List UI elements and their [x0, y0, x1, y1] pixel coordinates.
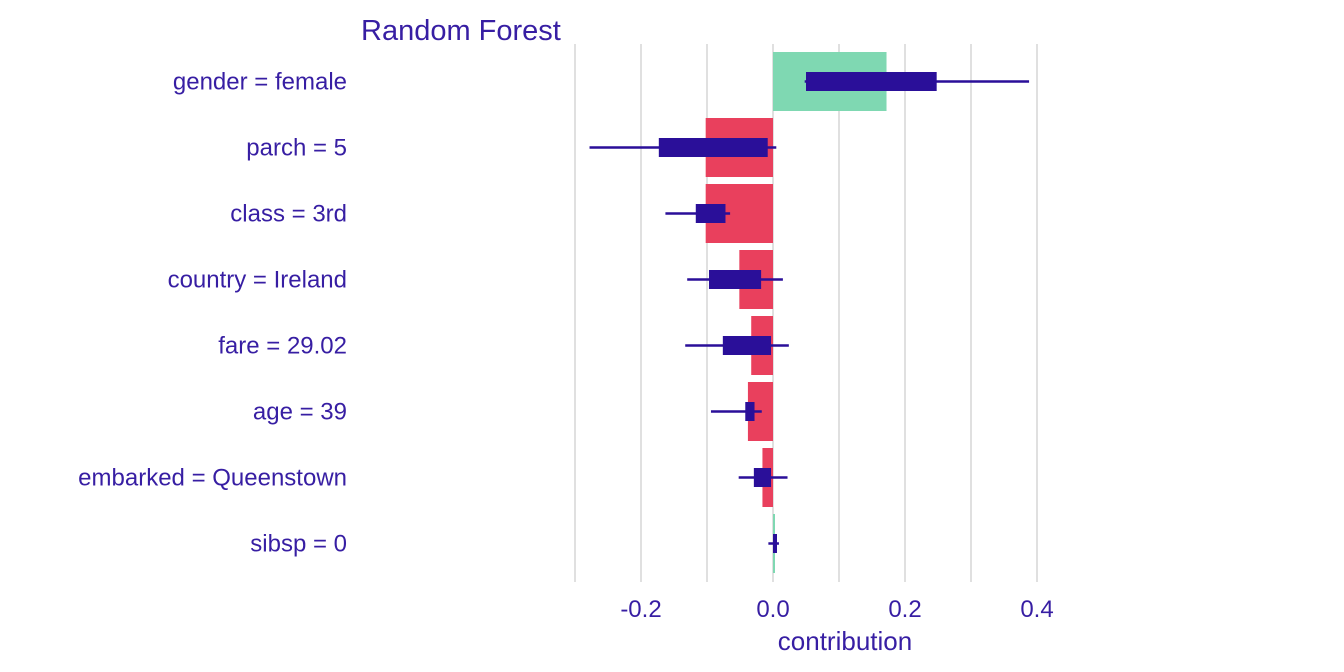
- box: [708, 270, 762, 289]
- x-axis-ticks: -0.2 0.0 0.2 0.4: [620, 596, 1053, 623]
- y-axis-label: embarked = Queenstown: [78, 465, 347, 492]
- contribution-bars: [705, 52, 887, 573]
- y-axis-label: age = 39: [253, 399, 347, 426]
- y-axis-label: fare = 29.02: [218, 333, 347, 360]
- x-tick-label: 0.4: [1020, 596, 1053, 623]
- x-tick-label: 0.2: [888, 596, 921, 623]
- box: [658, 138, 768, 157]
- y-axis-labels: gender = female parch = 5 class = 3rd count…: [78, 69, 347, 558]
- chart-title: Random Forest: [361, 15, 561, 47]
- y-axis-label: class = 3rd: [230, 201, 347, 228]
- box: [753, 468, 772, 487]
- boxplots: [589, 72, 1030, 553]
- x-tick-label: 0.0: [756, 596, 789, 623]
- x-tick-label: -0.2: [620, 596, 661, 623]
- y-axis-label: sibsp = 0: [250, 531, 347, 558]
- box: [695, 204, 726, 223]
- x-axis-label: contribution: [778, 626, 912, 656]
- y-axis-label: gender = female: [173, 69, 347, 96]
- box: [806, 72, 937, 91]
- box: [722, 336, 772, 355]
- y-axis-label: parch = 5: [246, 135, 347, 162]
- box: [745, 402, 755, 421]
- y-axis-label: country = Ireland: [168, 267, 347, 294]
- box: [773, 534, 777, 553]
- grid-lines: [574, 44, 1038, 582]
